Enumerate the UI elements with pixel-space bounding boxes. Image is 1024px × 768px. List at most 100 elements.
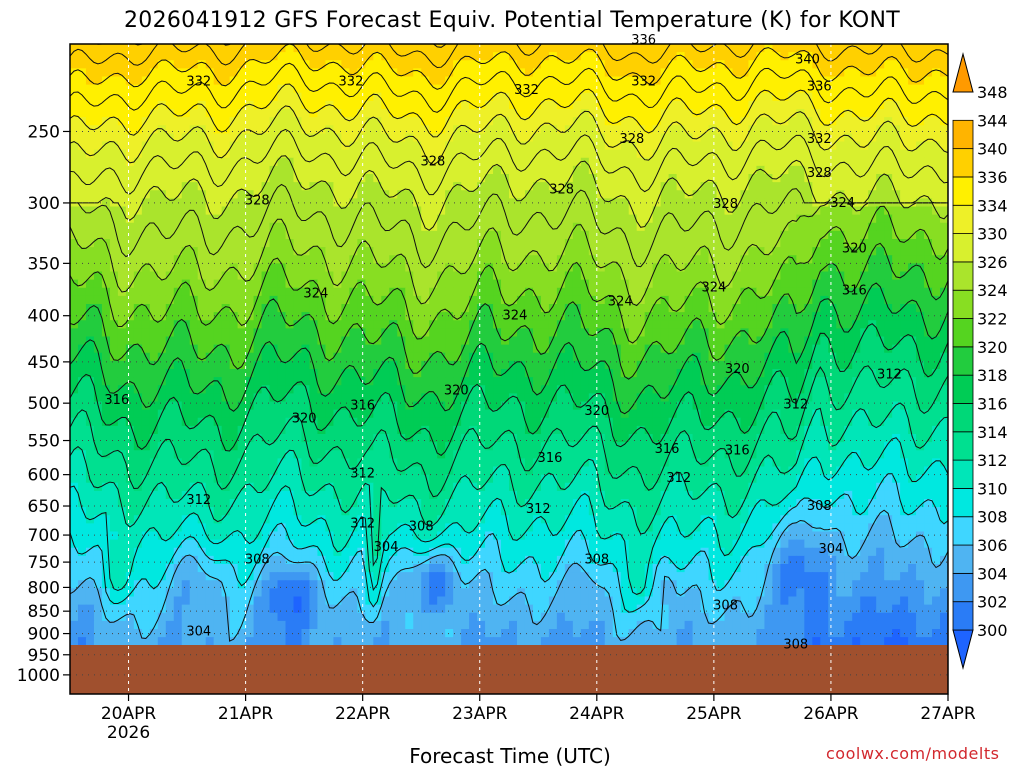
field-cell bbox=[764, 271, 773, 281]
field-cell bbox=[101, 52, 111, 61]
field-cell bbox=[772, 287, 781, 297]
field-cell bbox=[724, 133, 734, 143]
field-cell bbox=[245, 360, 255, 370]
field-cell bbox=[860, 157, 869, 167]
field-cell bbox=[109, 377, 119, 386]
field-cell bbox=[229, 352, 239, 362]
field-cell bbox=[461, 230, 470, 240]
field-cell bbox=[333, 84, 342, 94]
field-cell bbox=[317, 320, 327, 329]
field-cell bbox=[828, 352, 837, 362]
field-cell bbox=[333, 263, 342, 273]
field-cell bbox=[820, 149, 829, 159]
field-cell bbox=[732, 304, 742, 313]
field-cell bbox=[756, 352, 766, 362]
field-cell bbox=[588, 385, 598, 394]
field-cell bbox=[405, 222, 414, 232]
field-cell bbox=[437, 239, 446, 248]
field-cell bbox=[413, 214, 422, 224]
field-cell bbox=[421, 100, 430, 110]
field-cell bbox=[157, 60, 167, 69]
field-cell bbox=[141, 360, 151, 370]
field-cell bbox=[213, 401, 223, 411]
field-cell bbox=[660, 312, 670, 321]
field-cell bbox=[884, 214, 893, 224]
field-cell bbox=[101, 263, 111, 273]
field-cell bbox=[588, 352, 598, 362]
field-cell bbox=[540, 385, 550, 394]
field-cell bbox=[485, 377, 494, 386]
field-cell bbox=[397, 320, 406, 329]
field-cell bbox=[309, 157, 319, 167]
field-cell bbox=[157, 352, 167, 362]
field-cell bbox=[596, 190, 606, 199]
field-cell bbox=[692, 198, 702, 208]
field-cell bbox=[109, 401, 119, 411]
field-cell bbox=[748, 247, 758, 256]
field-cell bbox=[908, 133, 917, 143]
field-cell bbox=[788, 206, 797, 216]
field-cell bbox=[493, 141, 502, 151]
field-cell bbox=[109, 320, 119, 329]
field-cell bbox=[333, 336, 342, 346]
field-cell bbox=[333, 255, 342, 264]
field-cell bbox=[700, 198, 710, 208]
field-cell bbox=[70, 304, 79, 313]
field-cell bbox=[253, 44, 263, 53]
field-cell bbox=[900, 263, 909, 273]
field-cell bbox=[109, 52, 119, 61]
field-cell bbox=[333, 320, 342, 329]
field-cell bbox=[181, 76, 191, 86]
field-cell bbox=[109, 385, 119, 394]
field-cell bbox=[341, 125, 350, 134]
field-cell bbox=[117, 247, 127, 256]
field-cell bbox=[716, 255, 726, 264]
field-cell bbox=[852, 393, 861, 403]
field-cell bbox=[516, 214, 526, 224]
field-cell bbox=[157, 165, 167, 175]
field-cell bbox=[924, 230, 933, 240]
field-cell bbox=[540, 133, 550, 143]
field-cell bbox=[261, 125, 271, 134]
field-cell bbox=[157, 117, 167, 126]
field-cell bbox=[221, 141, 231, 151]
field-cell bbox=[245, 230, 255, 240]
field-cell bbox=[309, 92, 319, 102]
field-cell bbox=[277, 409, 287, 419]
field-cell bbox=[205, 198, 215, 208]
field-cell bbox=[804, 255, 813, 264]
field-cell bbox=[317, 409, 327, 419]
field-cell bbox=[564, 393, 574, 403]
field-cell bbox=[684, 287, 694, 297]
field-cell bbox=[309, 165, 319, 175]
field-cell bbox=[333, 60, 342, 69]
field-cell bbox=[676, 157, 686, 167]
field-cell bbox=[389, 76, 398, 86]
field-cell bbox=[612, 247, 622, 256]
field-cell bbox=[748, 92, 758, 102]
field-cell bbox=[70, 44, 79, 53]
field-cell bbox=[261, 92, 271, 102]
field-cell bbox=[700, 157, 710, 167]
field-cell bbox=[413, 100, 422, 110]
field-cell bbox=[596, 157, 606, 167]
field-cell bbox=[261, 133, 271, 143]
field-cell bbox=[564, 206, 574, 216]
field-cell bbox=[876, 230, 885, 240]
field-cell bbox=[524, 190, 534, 199]
field-cell bbox=[644, 190, 654, 199]
field-cell bbox=[301, 369, 311, 378]
field-cell bbox=[141, 304, 151, 313]
field-cell bbox=[501, 287, 510, 297]
field-cell bbox=[397, 149, 406, 159]
field-cell bbox=[365, 157, 374, 167]
field-cell bbox=[708, 149, 718, 159]
field-cell bbox=[205, 149, 215, 159]
field-cell bbox=[197, 109, 207, 118]
field-cell bbox=[445, 206, 454, 216]
field-cell bbox=[229, 344, 239, 354]
field-cell bbox=[940, 44, 948, 53]
field-cell bbox=[93, 109, 103, 118]
field-cell bbox=[532, 230, 542, 240]
field-cell bbox=[277, 328, 287, 338]
